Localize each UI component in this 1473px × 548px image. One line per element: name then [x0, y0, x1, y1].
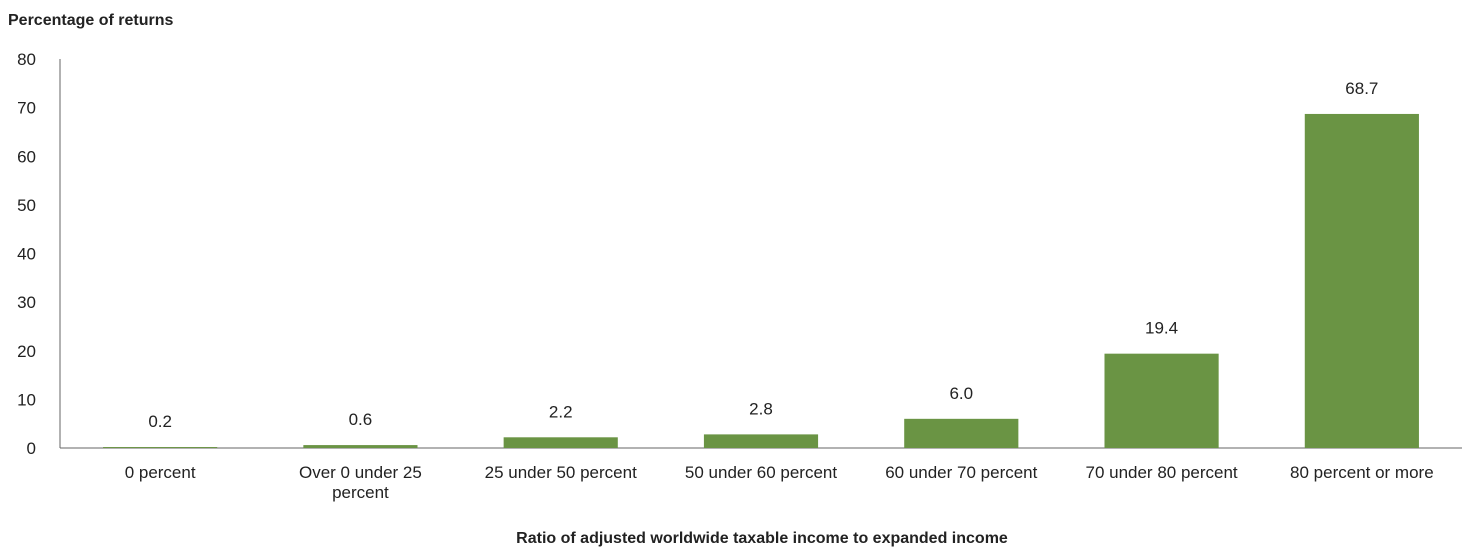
bar [904, 418, 1019, 448]
category-label: 0 percent [125, 463, 196, 482]
category-labels: 0 percent Over 0 under 25 percent 25 under … [125, 463, 1434, 502]
data-label: 0.2 [148, 412, 172, 431]
category-label: 60 under 70 percent [885, 463, 1037, 482]
y-axis-ticks: 0 10 20 30 40 50 60 70 80 [17, 50, 36, 458]
bar [1104, 353, 1219, 448]
bar [103, 447, 218, 448]
category-label: Over 0 under 25 percent [299, 463, 422, 502]
data-label: 2.8 [749, 399, 773, 418]
data-label: 19.4 [1145, 319, 1178, 338]
y-tick-label: 40 [17, 245, 36, 264]
y-tick-label: 30 [17, 293, 36, 312]
y-tick-label: 60 [17, 147, 36, 166]
category-label: 70 under 80 percent [1085, 463, 1237, 482]
data-label: 68.7 [1345, 79, 1378, 98]
category-label: 80 percent or more [1290, 463, 1434, 482]
value-labels: 0.2 0.6 2.2 2.8 6.0 19.4 68.7 [148, 79, 1378, 431]
data-label: 2.2 [549, 402, 573, 421]
bar [1304, 113, 1419, 448]
y-tick-label: 50 [17, 196, 36, 215]
bars [103, 113, 1419, 448]
category-label: 50 under 60 percent [685, 463, 837, 482]
data-label: 6.0 [949, 384, 973, 403]
y-tick-label: 80 [17, 50, 36, 69]
data-label: 0.6 [349, 410, 373, 429]
category-label: 25 under 50 percent [485, 463, 637, 482]
x-axis-title: Ratio of adjusted worldwide taxable inco… [516, 530, 1008, 547]
y-tick-label: 70 [17, 99, 36, 118]
bar [303, 445, 418, 448]
y-tick-label: 10 [17, 390, 36, 409]
y-tick-label: 20 [17, 342, 36, 361]
bar [503, 437, 618, 448]
y-tick-label: 0 [27, 439, 36, 458]
y-axis-title: Percentage of returns [8, 12, 173, 29]
bar [703, 434, 819, 448]
